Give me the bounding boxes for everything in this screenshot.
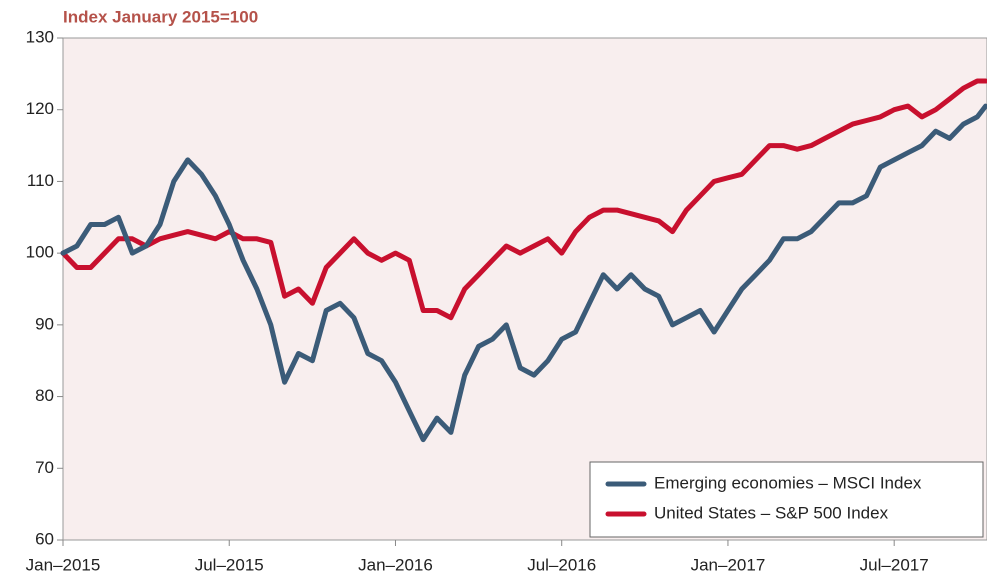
legend-label: Emerging economies – MSCI Index: [654, 473, 922, 492]
plot-area: [62, 37, 987, 541]
x-tick-label: Jul–2015: [195, 555, 264, 574]
y-tick-label: 100: [26, 243, 54, 262]
legend-box: [589, 461, 984, 538]
line-series: [60, 103, 987, 443]
y-tick-label: 80: [35, 386, 54, 405]
y-tick-label: 60: [35, 529, 54, 548]
y-tick-label: 120: [26, 99, 54, 118]
x-tick-label: Jan–2017: [691, 555, 766, 574]
y-tick-label: 130: [26, 27, 54, 46]
legend-label: United States – S&P 500 Index: [654, 503, 889, 522]
x-tick-label: Jul–2016: [527, 555, 596, 574]
x-tick-label: Jan–2016: [358, 555, 433, 574]
x-tick-label: Jan–2015: [26, 555, 101, 574]
y-tick-label: 110: [27, 171, 54, 190]
chart-title: Index January 2015=100: [63, 7, 258, 26]
x-tick-label: Jul–2017: [860, 555, 929, 574]
line-series: [60, 78, 987, 321]
y-tick-label: 70: [35, 458, 54, 477]
y-tick-label: 90: [35, 314, 54, 333]
